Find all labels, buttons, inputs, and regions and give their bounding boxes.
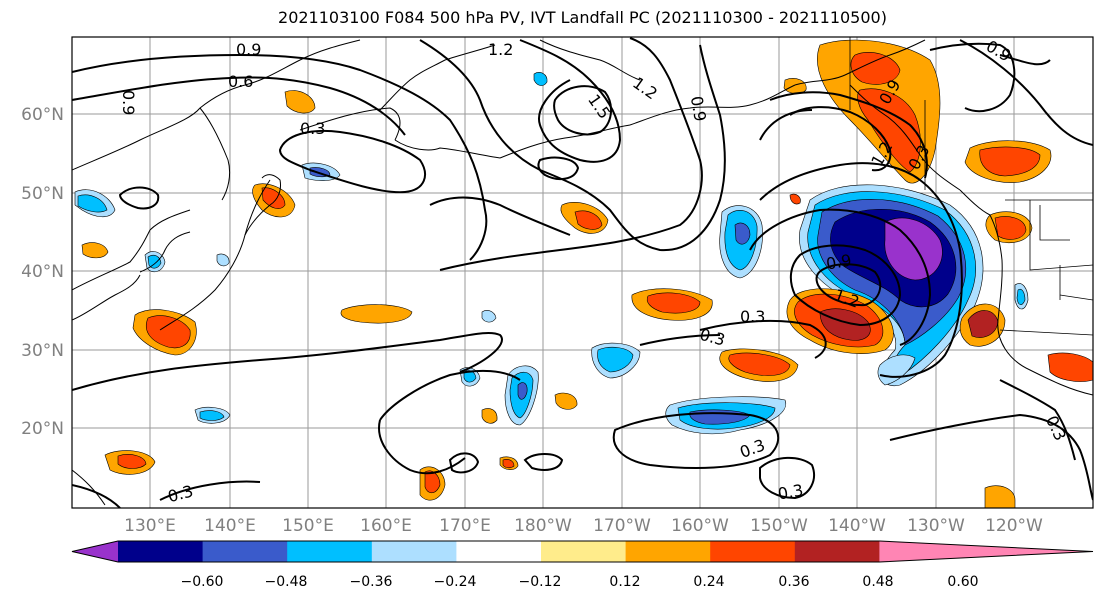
borders: [849, 37, 1093, 336]
colorbar-swatch: [710, 541, 796, 562]
colorbar-swatch: [541, 541, 627, 562]
colorbar-tick: 0.24: [693, 574, 724, 590]
lon-label: 170°E: [439, 516, 491, 536]
contour-label: 0.6: [228, 72, 253, 91]
colorbar-swatch: [202, 541, 288, 562]
lon-label: 170°W: [593, 516, 651, 536]
map-panel: 0.9 0.6 0.9 0.3 1.2 1.5 1.2 0.9 0.9 1.2 …: [71, 36, 1094, 509]
lon-label: 150°W: [750, 516, 808, 536]
lon-label: 140°W: [828, 516, 886, 536]
colorbar-tick: −0.36: [350, 574, 393, 590]
colorbar: −0.60 −0.48 −0.36 −0.24 −0.12 0.12 0.24 …: [71, 540, 1094, 590]
lat-label-30n: 30°N: [21, 341, 64, 361]
colorbar-tick: 0.36: [778, 574, 809, 590]
contour-label: 0.3: [300, 119, 325, 138]
colorbar-tick: 0.48: [862, 574, 893, 590]
lon-label: 120°W: [985, 516, 1043, 536]
colorbar-swatch: [879, 541, 1093, 562]
longitude-labels: 130°E 140°E 150°E 160°E 170°E 180°W 170°…: [124, 516, 1043, 536]
colorbar-swatch: [287, 541, 373, 562]
colorbar-ticks: −0.60 −0.48 −0.36 −0.24 −0.12 0.12 0.24 …: [181, 574, 979, 590]
lon-label: 160°E: [360, 516, 412, 536]
colorbar-tick: −0.60: [181, 574, 224, 590]
colorbar-swatches: [71, 540, 1094, 563]
lon-label: 140°E: [204, 516, 256, 536]
colorbar-tick: −0.48: [265, 574, 308, 590]
colorbar-swatch: [371, 541, 457, 562]
lat-label-50n: 50°N: [21, 184, 64, 204]
colorbar-swatch: [456, 541, 542, 562]
lon-label: 130°W: [907, 516, 965, 536]
lon-label: 130°E: [124, 516, 176, 536]
lon-label: 160°W: [671, 516, 729, 536]
contour-label: 0.9: [236, 40, 261, 59]
coastlines: [72, 39, 1093, 506]
lat-label-40n: 40°N: [21, 262, 64, 282]
lon-label: 180°W: [514, 516, 572, 536]
latitude-labels: 60°N 50°N 40°N 30°N 20°N: [21, 105, 64, 439]
colorbar-tick: 0.60: [947, 574, 978, 590]
colorbar-swatch: [118, 541, 204, 562]
colorbar-outline: [71, 540, 1094, 563]
contour-label: 0.3: [740, 307, 765, 326]
contour-label: 1.2: [488, 40, 513, 59]
colorbar-tick: −0.12: [519, 574, 562, 590]
contour-label: 0.3: [776, 480, 804, 503]
map-title: 2021103100 F084 500 hPa PV, IVT Landfall…: [278, 8, 887, 27]
colorbar-tick: 0.12: [609, 574, 640, 590]
lon-label: 150°E: [282, 516, 334, 536]
contour-label: 0.9: [119, 90, 138, 115]
ivt-shading: [74, 39, 1093, 508]
colorbar-swatch: [72, 541, 118, 562]
contour-label: 0.9: [825, 250, 853, 273]
pv-contours: [72, 37, 1093, 508]
lat-label-60n: 60°N: [21, 105, 64, 125]
contour-label: 0.9: [687, 95, 710, 123]
colorbar-tick: −0.24: [434, 574, 477, 590]
colorbar-swatch: [625, 541, 711, 562]
lat-label-20n: 20°N: [21, 419, 64, 439]
colorbar-swatch: [794, 541, 880, 562]
